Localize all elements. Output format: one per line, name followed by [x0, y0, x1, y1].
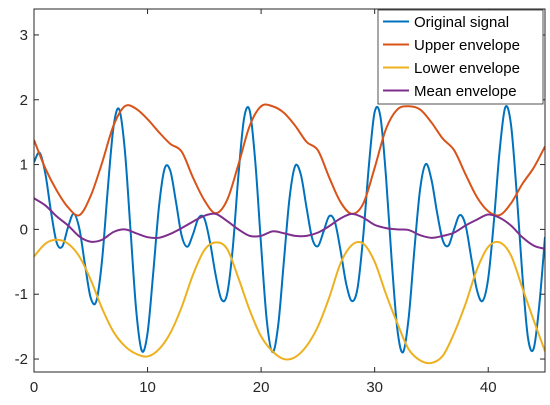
legend-label-original-signal: Original signal	[414, 14, 509, 31]
x-tick-label: 20	[253, 379, 270, 396]
y-tick-label: 1	[20, 157, 28, 174]
y-tick-label: 3	[20, 27, 28, 44]
x-tick-label: 10	[139, 379, 156, 396]
series-line-lower-envelope	[34, 238, 545, 365]
y-tick-label: -1	[15, 286, 28, 303]
series-line-upper-envelope	[34, 103, 545, 217]
legend-label-lower-envelope: Lower envelope	[414, 60, 520, 77]
legend-box	[377, 9, 544, 105]
plot-area: 0 10 20 30 40 -2 -1 0 1 2 3	[15, 8, 546, 396]
legend-label-upper-envelope: Upper envelope	[414, 37, 520, 54]
x-axis-ticks: 0 10 20 30 40	[30, 9, 497, 396]
y-tick-label: 0	[20, 221, 28, 238]
axes-box	[33, 8, 546, 373]
y-tick-label: -2	[15, 351, 28, 368]
legend-label-mean-envelope: Mean envelope	[414, 83, 517, 100]
y-tick-label: 2	[20, 92, 28, 109]
x-tick-label: 0	[30, 379, 38, 396]
series-line-mean-envelope	[34, 197, 545, 250]
x-tick-label: 40	[480, 379, 497, 396]
series-line-original-signal	[34, 105, 545, 354]
y-axis-ticks: -2 -1 0 1 2 3	[15, 27, 545, 368]
legend: Original signal Upper envelope Lower env…	[377, 9, 544, 105]
x-tick-label: 30	[366, 379, 383, 396]
series-layer	[34, 103, 545, 365]
